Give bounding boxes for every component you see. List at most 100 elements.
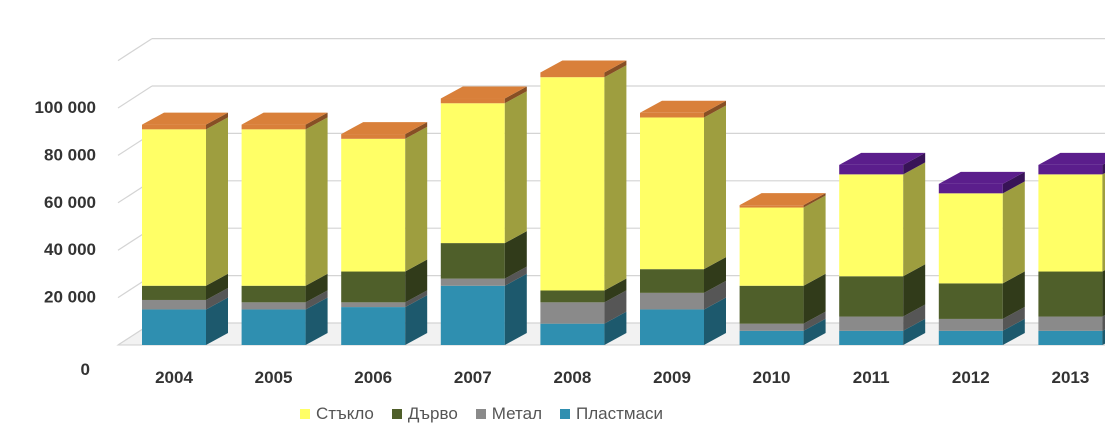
bar-side [704, 105, 726, 270]
bar-segment [739, 318, 826, 345]
bar-stack-2010 [739, 193, 826, 345]
bar-side [504, 86, 527, 104]
bar-front [640, 269, 704, 293]
bar-segment [440, 91, 527, 244]
bar-segment [341, 295, 428, 345]
bar-side [504, 231, 527, 279]
bar-side [604, 60, 627, 78]
bar-segment [640, 100, 726, 118]
bar-segment [938, 271, 1025, 319]
bar-side [206, 117, 228, 286]
bar-top [341, 122, 428, 135]
bar-front [341, 271, 406, 303]
bar-segment [640, 105, 726, 270]
bar-side [803, 318, 826, 345]
bar-front [540, 72, 605, 78]
bar-front [938, 318, 1003, 331]
bar-segment [839, 152, 926, 175]
bar-front [440, 285, 505, 345]
bar-segment [938, 306, 1025, 331]
bar-front [241, 302, 306, 310]
bar-segment [142, 297, 228, 345]
bar-side [1102, 270, 1105, 317]
bar-front [341, 307, 406, 345]
bar-segment [241, 112, 328, 130]
bar-segment [341, 290, 428, 308]
bar-side [405, 122, 428, 139]
bar-side [903, 264, 926, 317]
x-tick-label: 2005 [255, 368, 293, 387]
bar-segment [241, 273, 328, 303]
bar-front [142, 285, 206, 300]
bar-front [1038, 316, 1103, 331]
bar-segment [1038, 172, 1105, 272]
bar-segment [1038, 270, 1105, 317]
legend-label-wood: Дърво [407, 404, 458, 423]
bar-front [938, 183, 1003, 194]
bar-top [739, 193, 826, 206]
bar-segment [241, 297, 328, 345]
bar-front [241, 124, 306, 130]
bar-segment [540, 65, 627, 291]
bar-side [704, 297, 726, 345]
bar-front [1038, 271, 1103, 317]
x-tick-label: 2012 [952, 368, 990, 387]
bar-side [704, 100, 726, 118]
bar-side [1102, 172, 1105, 272]
bar-front [241, 129, 306, 286]
bar-segment [739, 273, 826, 324]
bar-side [305, 297, 328, 345]
gridline-depth [117, 85, 153, 109]
bar-front [739, 207, 804, 286]
bar-side [405, 295, 428, 345]
bar-segment [1038, 315, 1105, 331]
bar-front [341, 302, 406, 308]
bar-front [540, 323, 605, 345]
chart-canvas: 0 20 000 40 000 60 000 80 000 100 000 2004 2005… [35, 37, 1105, 387]
bar-side [1002, 181, 1025, 284]
y-tick-label: 20 000 [44, 288, 96, 307]
bar-top [440, 86, 527, 99]
bar-segment [440, 231, 527, 279]
y-tick-label: 80 000 [44, 145, 96, 164]
x-tick-label: 2008 [553, 368, 591, 387]
bar-top [640, 100, 726, 113]
bar-side [504, 273, 527, 345]
bar-side [1102, 315, 1105, 331]
bar-segment [540, 60, 627, 78]
bar-side [206, 273, 228, 300]
x-tick-label: 2004 [155, 368, 193, 387]
bar-segment [142, 273, 228, 300]
bar-front [938, 330, 1003, 345]
bar-segment [839, 318, 926, 345]
bar-top [540, 60, 627, 73]
legend-item-wood: Дърво [391, 404, 458, 424]
bar-side [604, 290, 627, 324]
bar-stack-2013 [1038, 152, 1105, 345]
bar-front [839, 174, 904, 277]
bar-side [405, 126, 428, 272]
bar-stack-2007 [440, 86, 527, 345]
bar-front [839, 164, 904, 175]
y-tick-label: 0 [81, 360, 90, 379]
bar-front [540, 290, 605, 303]
bar-front [839, 330, 904, 345]
bar-front [241, 285, 306, 303]
bar-side [206, 112, 228, 130]
bar-side [704, 257, 726, 293]
bar-segment [640, 297, 726, 345]
bar-segment [440, 273, 527, 345]
legend-swatch-glass [300, 409, 310, 419]
bar-top [938, 171, 1025, 184]
bar-stack-2004 [142, 112, 228, 345]
x-tick-label: 2009 [653, 368, 691, 387]
bar-front [938, 193, 1003, 284]
bar-top [241, 112, 328, 125]
legend-swatch-plastics [560, 409, 570, 419]
bar-segment [739, 193, 826, 208]
bar-side [803, 195, 826, 286]
bar-front [839, 276, 904, 317]
bar-segment [739, 311, 826, 331]
bar-segment [142, 287, 228, 310]
